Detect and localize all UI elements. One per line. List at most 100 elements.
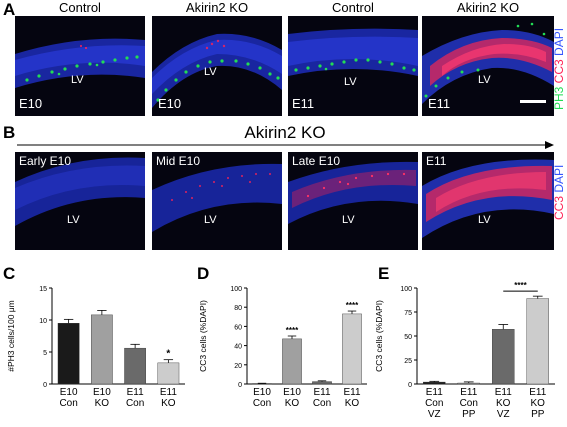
bar — [457, 382, 480, 385]
y-axis-title: CC3 cells (%DAPI) — [198, 300, 208, 372]
x-category-label: VZ — [497, 409, 510, 420]
bar — [124, 347, 146, 385]
x-category-label: Con — [59, 398, 77, 409]
y-tick-label: 100 — [400, 286, 412, 293]
x-category-label: E11 — [160, 387, 177, 398]
x-category-label: Con — [460, 398, 478, 409]
x-category-label: KO — [345, 398, 360, 409]
y-tick-label: 5 — [43, 350, 47, 357]
bar — [91, 314, 113, 385]
x-category-label: PP — [462, 409, 476, 420]
micrograph-a-control-e10: LV E10 — [15, 16, 145, 116]
x-category-label: Con — [425, 398, 443, 409]
significance-label: * — [166, 349, 170, 360]
bar — [157, 362, 180, 385]
x-category-label: VZ — [428, 409, 441, 420]
y-tick-label: 100 — [230, 286, 242, 293]
panel-a-title-2: Akirin2 KO — [185, 0, 249, 15]
age-label: E11 — [428, 96, 451, 111]
bar — [282, 338, 302, 385]
panel-a-legend: PH3 CC3 DAPI — [552, 28, 566, 110]
x-category-label: E11 — [460, 387, 477, 398]
x-category-label: KO — [161, 398, 176, 409]
y-tick-label: 0 — [408, 382, 412, 389]
x-category-label: KO — [496, 398, 511, 409]
ventricle-label: LV — [478, 74, 491, 86]
panel-c-letter: C — [3, 264, 16, 283]
x-category-label: PP — [531, 409, 545, 420]
y-tick-label: 40 — [234, 344, 242, 351]
ventricle-label: LV — [204, 214, 217, 226]
panel-a-title-4: Akirin2 KO — [456, 0, 520, 15]
y-tick-label: 50 — [404, 334, 412, 341]
y-axis-title: CC3 cells (%DAPI) — [374, 300, 384, 372]
ventricle-label: LV — [204, 66, 217, 78]
ventricle-label: LV — [67, 214, 80, 226]
micrograph-b-early-e10: Early E10 LV — [15, 152, 145, 250]
y-tick-label: 10 — [39, 318, 47, 325]
significance-label: **** — [286, 326, 299, 335]
x-category-label: E10 — [253, 387, 271, 398]
panel-a-letter: A — [3, 0, 16, 19]
micrograph-b-late-e10: Late E10 LV — [288, 152, 418, 250]
age-label: E11 — [292, 96, 315, 111]
y-tick-label: 0 — [238, 382, 242, 389]
bar — [526, 298, 549, 385]
legend-dapi: DAPI — [552, 164, 566, 193]
x-category-label: KO — [95, 398, 110, 409]
x-category-label: KO — [285, 398, 300, 409]
x-category-label: E11 — [127, 387, 144, 398]
y-tick-label: 60 — [234, 324, 242, 331]
bar — [57, 323, 80, 385]
age-label: E10 — [158, 96, 182, 111]
significance-label: **** — [346, 301, 359, 310]
y-tick-label: 20 — [234, 363, 242, 370]
legend-cc3: CC3 — [552, 195, 566, 220]
x-category-label: E11 — [426, 387, 443, 398]
stage-label: E11 — [426, 154, 447, 168]
bar — [342, 313, 362, 385]
y-tick-label: 25 — [404, 358, 412, 365]
timeline-arrow — [17, 141, 554, 149]
bar — [312, 381, 332, 385]
bar — [423, 381, 446, 385]
bar — [492, 329, 515, 385]
y-tick-label: 15 — [39, 286, 47, 293]
micrograph-b-e11: E11 LV — [422, 152, 554, 250]
legend-cc3: CC3 — [552, 59, 566, 84]
panel-d-letter: D — [197, 264, 210, 283]
micrograph-a-ko-e10: LV E10 — [152, 16, 282, 116]
panel-b-letter: B — [3, 123, 16, 142]
x-category-label: E10 — [93, 387, 111, 398]
panel-b-title: Akirin2 KO — [244, 123, 326, 142]
panel-a-title-1: Control — [59, 0, 101, 15]
micrograph-b-mid-e10: Mid E10 LV — [152, 152, 282, 250]
stage-label: Early E10 — [19, 154, 72, 168]
x-category-label: E10 — [283, 387, 301, 398]
y-axis-title: #PH3 cells/100 μm — [6, 300, 16, 372]
y-tick-label: 75 — [404, 310, 412, 317]
panel-a-title-3: Control — [332, 0, 374, 15]
ventricle-label: LV — [342, 214, 355, 226]
x-category-label: E10 — [60, 387, 78, 398]
micrograph-a-ko-e11: LV E11 — [422, 16, 554, 116]
y-tick-label: 80 — [234, 305, 242, 312]
x-category-label: Con — [126, 398, 144, 409]
y-tick-label: 0 — [43, 382, 47, 389]
x-category-label: E11 — [529, 387, 546, 398]
x-category-label: E11 — [343, 387, 360, 398]
legend-ph3: PH3 — [552, 86, 566, 110]
age-label: E10 — [19, 96, 43, 111]
significance-label: **** — [514, 281, 527, 290]
legend-dapi: DAPI — [552, 27, 566, 56]
x-category-label: E11 — [495, 387, 512, 398]
panel-e-letter: E — [378, 264, 390, 283]
x-category-label: Con — [313, 398, 331, 409]
ventricle-label: LV — [478, 214, 491, 226]
micrograph-a-control-e11: LV E11 — [288, 16, 418, 116]
ventricle-label: LV — [71, 74, 84, 86]
x-category-label: Con — [253, 398, 271, 409]
